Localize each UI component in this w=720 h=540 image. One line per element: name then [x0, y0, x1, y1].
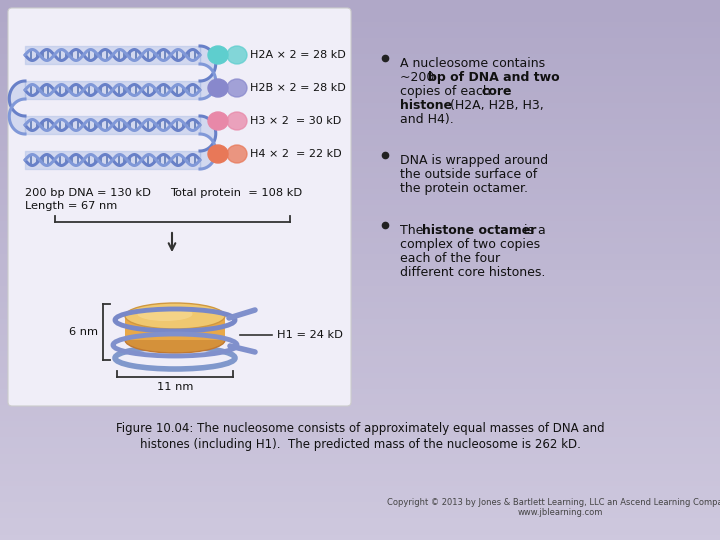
Text: complex of two copies: complex of two copies [400, 238, 540, 251]
Text: Length = 67 nm: Length = 67 nm [25, 201, 117, 211]
Text: H2A × 2 = 28 kD: H2A × 2 = 28 kD [250, 50, 346, 60]
Text: 6 nm: 6 nm [69, 327, 98, 337]
Ellipse shape [125, 327, 225, 353]
Ellipse shape [138, 307, 192, 321]
Text: H3 × 2  = 30 kD: H3 × 2 = 30 kD [250, 116, 341, 126]
Text: www.jblearning.com: www.jblearning.com [517, 508, 603, 517]
Bar [125, 316, 225, 340]
Text: copies of each: copies of each [400, 85, 495, 98]
Text: histone: histone [400, 99, 452, 112]
Ellipse shape [208, 79, 228, 97]
Text: 11 nm: 11 nm [157, 382, 193, 392]
Text: and H4).: and H4). [400, 113, 454, 126]
Text: DNA is wrapped around: DNA is wrapped around [400, 154, 548, 167]
Text: A nucleosome contains: A nucleosome contains [400, 57, 545, 70]
Ellipse shape [227, 79, 247, 97]
Ellipse shape [208, 112, 228, 130]
Text: the outside surface of: the outside surface of [400, 168, 537, 181]
Text: each of the four: each of the four [400, 252, 500, 265]
Text: ~200: ~200 [400, 71, 438, 84]
Text: different core histones.: different core histones. [400, 266, 545, 279]
FancyBboxPatch shape [8, 8, 351, 406]
Text: 200 bp DNA = 130 kD: 200 bp DNA = 130 kD [25, 188, 151, 198]
Ellipse shape [227, 46, 247, 64]
Text: histones (including H1).  The predicted mass of the nucleosome is 262 kD.: histones (including H1). The predicted m… [140, 438, 580, 451]
Text: H1 = 24 kD: H1 = 24 kD [277, 330, 343, 340]
Text: Figure 10.04: The nucleosome consists of approximately equal masses of DNA and: Figure 10.04: The nucleosome consists of… [116, 422, 604, 435]
Ellipse shape [208, 46, 228, 64]
Text: The: The [400, 224, 428, 237]
Text: Copyright © 2013 by Jones & Bartlett Learning, LLC an Ascend Learning Company: Copyright © 2013 by Jones & Bartlett Lea… [387, 498, 720, 507]
Text: H4 × 2  = 22 kD: H4 × 2 = 22 kD [250, 149, 341, 159]
Text: H2B × 2 = 28 kD: H2B × 2 = 28 kD [250, 83, 346, 93]
Text: the protein octamer.: the protein octamer. [400, 182, 528, 195]
Ellipse shape [125, 303, 225, 329]
Text: bp of DNA and two: bp of DNA and two [428, 71, 559, 84]
Ellipse shape [227, 112, 247, 130]
Text: Total protein  = 108 kD: Total protein = 108 kD [170, 188, 302, 198]
Text: core: core [482, 85, 513, 98]
Ellipse shape [208, 145, 228, 163]
Text: histone octamer: histone octamer [422, 224, 536, 237]
Text: (H2A, H2B, H3,: (H2A, H2B, H3, [446, 99, 544, 112]
Ellipse shape [227, 145, 247, 163]
Text: is a: is a [520, 224, 546, 237]
